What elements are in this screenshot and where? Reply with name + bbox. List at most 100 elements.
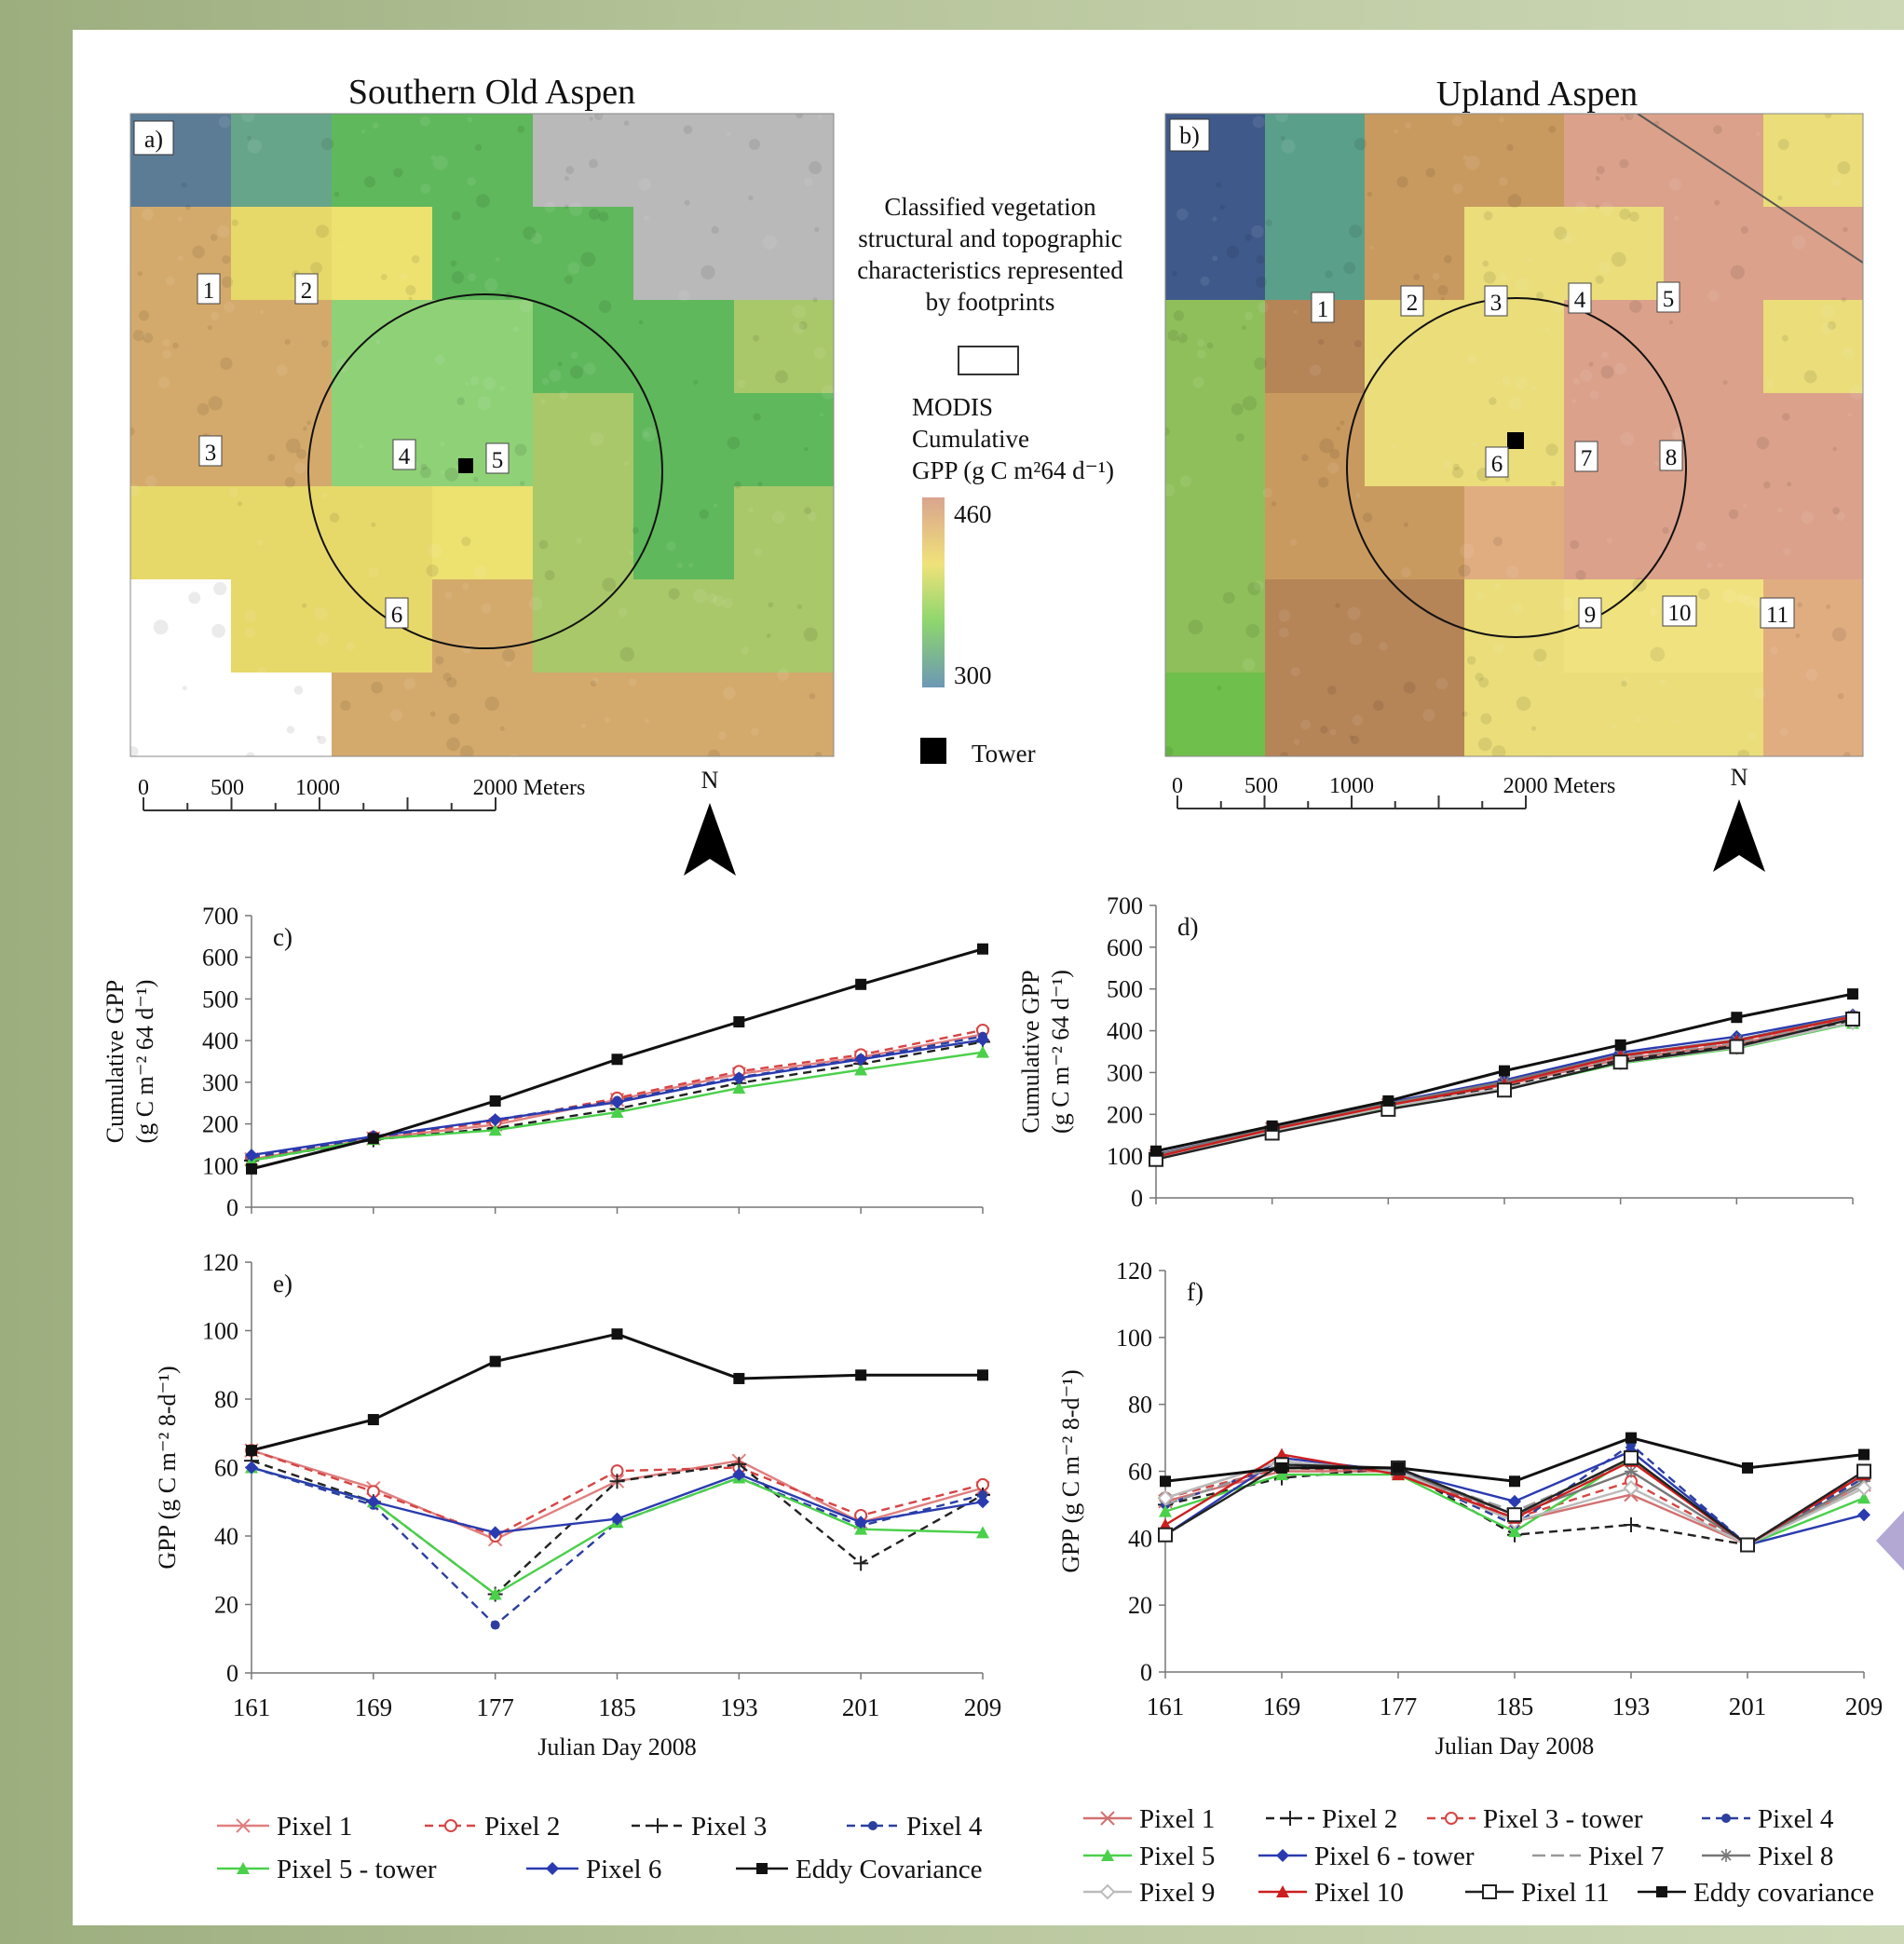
- legend-label: Pixel 6: [586, 1855, 661, 1884]
- map-a-texture: [403, 677, 416, 690]
- map-b-texture: [1458, 564, 1471, 578]
- map-b-raster: [1165, 114, 1863, 767]
- map-a-texture: [320, 137, 334, 151]
- map-b-texture: [1832, 507, 1841, 515]
- map-b-texture: [1499, 116, 1505, 123]
- ramp-low-label: 300: [954, 661, 992, 689]
- map-b-texture: [1368, 763, 1372, 767]
- map-a-texture: [444, 591, 453, 600]
- data-point: [245, 1149, 258, 1162]
- data-point: [976, 1033, 989, 1047]
- map-b-texture: [1440, 296, 1445, 301]
- legend-marker: [1100, 1811, 1115, 1826]
- panel-label: f): [1187, 1278, 1204, 1306]
- legend-label: Pixel 4: [1758, 1804, 1834, 1834]
- map-b-cell: [1464, 300, 1565, 394]
- map-a-texture: [693, 589, 708, 604]
- map-b-texture: [1215, 182, 1222, 188]
- data-point: [1160, 1475, 1171, 1488]
- map-a-texture: [317, 735, 327, 745]
- data-point: [1614, 1039, 1626, 1051]
- map-a-texture: [796, 604, 802, 609]
- x-tick-label: 185: [598, 1693, 636, 1721]
- map-a-texture: [467, 177, 476, 186]
- map-b-texture: [1443, 460, 1451, 469]
- map-b-texture: [1188, 619, 1204, 635]
- map-b-texture: [1255, 276, 1268, 288]
- map-b-cell: [1464, 114, 1565, 208]
- map-a-texture: [132, 329, 144, 342]
- map-b-panel-label: b): [1179, 122, 1200, 149]
- map-b-texture: [1425, 168, 1435, 178]
- map-b-texture: [1319, 438, 1335, 454]
- map-a-texture: [723, 687, 736, 700]
- map-b-texture: [1231, 402, 1244, 415]
- legend-marker: [1276, 1849, 1289, 1862]
- map-a-texture: [519, 299, 533, 313]
- map-b-texture: [1831, 627, 1847, 642]
- map-b-pixel-label-box: [1485, 446, 1509, 478]
- map-a-texture: [316, 735, 320, 740]
- map-a-texture: [748, 195, 754, 201]
- y-tick-label: 100: [202, 1318, 238, 1345]
- map-b-pixel-label-box: [1574, 441, 1598, 472]
- map-b-texture: [1241, 325, 1247, 331]
- map-a-texture: [590, 680, 597, 687]
- data-point: [489, 1355, 501, 1367]
- map-a-texture: [310, 262, 323, 275]
- map-b-texture: [1173, 310, 1185, 321]
- map-b-texture: [1192, 376, 1204, 388]
- map-b-pixel-label: 10: [1668, 601, 1692, 626]
- map-a-texture: [693, 379, 699, 385]
- north-arrow-b-icon: [1713, 799, 1765, 872]
- data-point: [1624, 1450, 1639, 1466]
- map-b-texture: [1379, 642, 1388, 651]
- map-b-texture: [1781, 334, 1788, 342]
- map-b-pixel-label-box: [1578, 597, 1602, 629]
- map-b-texture: [1596, 166, 1605, 174]
- map-a-texture: [211, 311, 220, 321]
- map-b-cell: [1365, 114, 1465, 208]
- map-a-pixel-label: 1: [203, 279, 215, 304]
- map-a-texture: [768, 602, 774, 608]
- map-a-texture: [727, 131, 731, 136]
- map-b-cell: [1365, 393, 1465, 487]
- map-a-texture: [814, 226, 820, 233]
- scale-b-1000: 1000: [1329, 774, 1374, 798]
- map-b-pixel-label: 4: [1574, 288, 1586, 313]
- data-point: [855, 978, 867, 990]
- map-a-cell: [533, 207, 634, 301]
- map-a-cell: [231, 393, 333, 487]
- map-b-texture: [1776, 507, 1783, 513]
- map-b-pixel-label: 7: [1581, 446, 1593, 471]
- map-b-texture: [1743, 503, 1748, 508]
- map-a-texture: [430, 155, 436, 160]
- map-b-cell: [1763, 114, 1863, 208]
- map-b-texture: [1728, 509, 1739, 520]
- legend-marker: [1482, 1884, 1497, 1899]
- map-a-pixel-label: 2: [301, 279, 313, 304]
- map-a-texture: [302, 603, 307, 608]
- map-a-texture: [803, 627, 818, 642]
- x-tick-label: 161: [233, 1693, 271, 1721]
- map-b-cell: [1464, 579, 1565, 673]
- map-a-texture: [590, 431, 604, 446]
- data-point: [1159, 1517, 1172, 1530]
- map-a-texture: [465, 382, 469, 387]
- map-a-texture: [177, 255, 184, 262]
- map-b-texture: [1489, 397, 1497, 405]
- map-b-texture: [1803, 370, 1817, 384]
- data-point: [854, 1063, 868, 1076]
- map-b-texture: [1722, 589, 1737, 604]
- map-a-texture: [766, 633, 771, 638]
- x-tick-label: 177: [476, 1693, 513, 1721]
- map-a-texture: [815, 751, 823, 756]
- map-a-texture: [218, 116, 231, 129]
- data-point: [853, 1556, 869, 1571]
- map-a-texture: [477, 396, 491, 411]
- map-a-texture: [467, 116, 473, 123]
- map-b-texture: [1787, 482, 1792, 487]
- map-b-scale-bar: 0 500 1000 2000 Meters: [1172, 774, 1615, 809]
- legend-label: Pixel 10: [1314, 1878, 1404, 1908]
- map-b-texture: [1476, 591, 1485, 600]
